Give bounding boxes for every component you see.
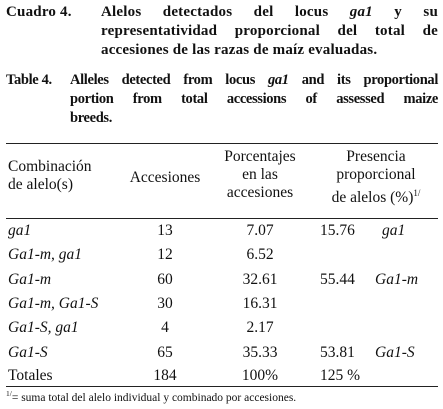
caption-en-line2: portion from total accessions of assesse…	[70, 91, 438, 107]
row-6-presence: 53.81	[320, 344, 355, 361]
totals-percentage: 100%	[241, 367, 279, 384]
row-5-combination: Ga1-S, ga1	[8, 319, 79, 336]
footnote-mark: 1/	[6, 389, 12, 398]
header-presence-line1: Presencia	[346, 148, 406, 165]
row-5-accessions: 4	[161, 319, 169, 336]
header-presence: Presencia proporcional de alelos (%)1/	[312, 148, 440, 207]
header-presence-line3-text: de alelos (%)	[331, 189, 414, 206]
row-1-percentage: 7.07	[246, 222, 274, 239]
header-percentages-line3: accesiones	[226, 184, 294, 201]
row-4-accessions: 30	[157, 295, 173, 312]
row-6-accessions: 65	[157, 344, 173, 361]
row-5-percentage: 2.17	[246, 319, 274, 336]
header-presence-line2: proporcional	[336, 166, 416, 183]
header-accessions: Accesiones	[129, 169, 201, 186]
row-6-percentage: 35.33	[242, 344, 278, 361]
table-top-rule	[6, 143, 438, 144]
totals-accessions: 184	[153, 367, 177, 384]
table-bottom-rule	[6, 386, 438, 387]
caption-en-line3: breeds.	[70, 110, 112, 126]
header-percentages: Porcentajes en las accesiones	[212, 148, 308, 202]
caption-en-label: Table 4.	[6, 72, 52, 88]
row-6-combination: Ga1-S	[8, 344, 48, 361]
row-1-allele: ga1	[382, 222, 406, 239]
header-combination-line1: Combinación	[8, 158, 92, 175]
caption-spanish: Cuadro 4. Alelos detectados del locus ga…	[6, 3, 438, 60]
header-percentages-line1: Porcentajes	[224, 148, 296, 165]
caption-en-line1: Alleles detected from locus ga1 and its …	[70, 72, 438, 88]
caption-english: Table 4. Alleles detected from locus ga1…	[6, 71, 438, 128]
table-footnote: 1/= suma total del alelo individual y co…	[6, 387, 296, 405]
header-presence-footnote-mark: 1/	[413, 188, 421, 198]
row-4-combination: Ga1-m, Ga1-S	[8, 295, 99, 312]
header-combination: Combinación de alelo(s)	[8, 158, 92, 194]
row-3-presence: 55.44	[320, 271, 355, 288]
row-2-combination: Ga1-m, ga1	[8, 246, 83, 263]
row-3-accessions: 60	[157, 271, 173, 288]
row-1-accessions: 13	[157, 222, 173, 239]
header-combination-line2: de alelo(s)	[8, 176, 73, 193]
header-percentages-line2: en las	[242, 166, 278, 183]
row-2-accessions: 12	[157, 246, 173, 263]
caption-es-line1: Alelos detectados del locus ga1 y su	[101, 4, 438, 20]
header-presence-line3: de alelos (%)1/	[312, 184, 440, 207]
table-header-rule	[6, 218, 438, 219]
row-3-combination: Ga1-m	[8, 271, 52, 288]
row-1-combination: ga1	[8, 222, 32, 239]
row-2-percentage: 6.52	[246, 246, 274, 263]
row-6-allele: Ga1-S	[375, 344, 415, 361]
totals-presence: 125 %	[320, 367, 361, 384]
row-4-percentage: 16.31	[242, 295, 278, 312]
caption-es-line3: accesiones de las razas de maíz evaluada…	[101, 42, 378, 58]
row-3-allele: Ga1-m	[375, 271, 419, 288]
totals-label: Totales	[8, 367, 53, 384]
caption-es-label: Cuadro 4.	[6, 4, 72, 20]
row-3-percentage: 32.61	[242, 271, 278, 288]
caption-es-line2: representatividad proporcional del total…	[101, 23, 438, 39]
footnote-text: = suma total del alelo individual y comb…	[11, 391, 297, 404]
row-1-presence: 15.76	[320, 222, 355, 239]
